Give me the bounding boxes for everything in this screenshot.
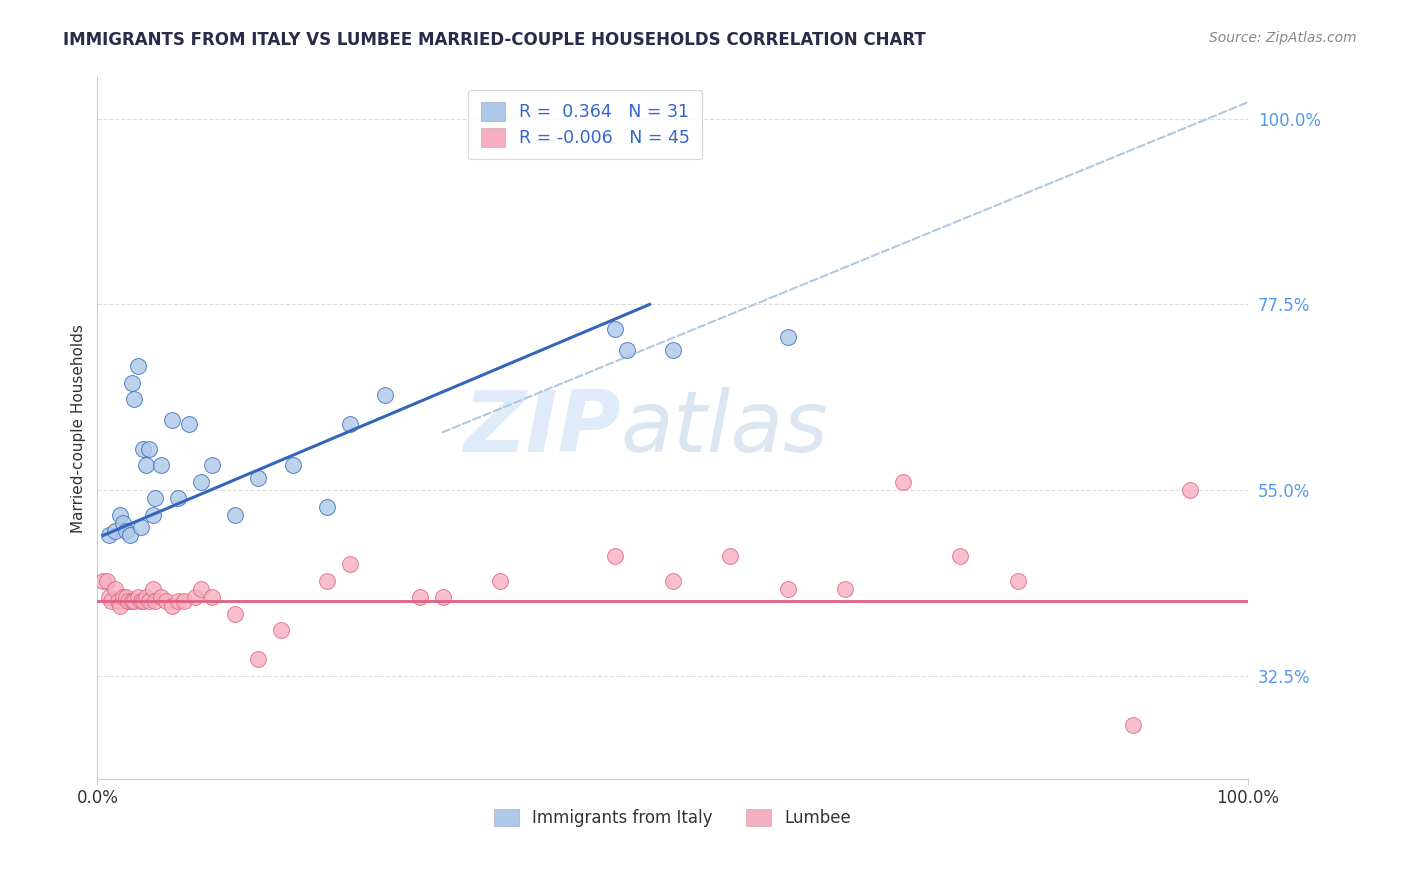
Point [115, 591, 138, 605]
Point [891, 475, 914, 489]
Point [247, 652, 270, 666]
Text: atlas: atlas [621, 386, 830, 470]
Point [138, 594, 160, 608]
Point [489, 574, 512, 588]
Point [149, 591, 172, 605]
Point [605, 322, 627, 336]
Point [97, 591, 120, 605]
Point [432, 591, 454, 605]
Point [129, 594, 152, 608]
Point [339, 558, 361, 572]
Point [160, 599, 183, 613]
Point [190, 475, 212, 489]
Point [224, 508, 246, 522]
Point [129, 520, 152, 534]
Point [142, 508, 165, 522]
Point [104, 582, 127, 596]
Point [100, 594, 122, 608]
Point [97, 528, 120, 542]
Point [121, 594, 143, 608]
Point [143, 594, 166, 608]
Point [201, 591, 224, 605]
Point [143, 491, 166, 506]
Point [339, 417, 361, 431]
Point [270, 624, 292, 638]
Y-axis label: Married-couple Households: Married-couple Households [72, 324, 86, 533]
Point [132, 442, 155, 456]
Point [616, 343, 638, 357]
Point [374, 388, 396, 402]
Point [201, 458, 224, 473]
Point [149, 458, 172, 473]
Point [91, 574, 114, 588]
Point [247, 471, 270, 485]
Point [776, 582, 799, 596]
Point [155, 594, 177, 608]
Point [118, 528, 141, 542]
Point [104, 524, 127, 539]
Point [1180, 483, 1202, 497]
Legend: Immigrants from Italy, Lumbee: Immigrants from Italy, Lumbee [488, 802, 858, 834]
Point [107, 594, 129, 608]
Point [776, 330, 799, 344]
Point [110, 599, 132, 613]
Point [224, 607, 246, 621]
Point [115, 524, 138, 539]
Point [605, 549, 627, 563]
Point [1122, 718, 1144, 732]
Text: IMMIGRANTS FROM ITALY VS LUMBEE MARRIED-COUPLE HOUSEHOLDS CORRELATION CHART: IMMIGRANTS FROM ITALY VS LUMBEE MARRIED-… [63, 31, 927, 49]
Point [132, 594, 155, 608]
Point [661, 343, 683, 357]
Point [142, 582, 165, 596]
Point [122, 392, 145, 407]
Point [949, 549, 972, 563]
Point [111, 591, 134, 605]
Text: Source: ZipAtlas.com: Source: ZipAtlas.com [1209, 31, 1357, 45]
Point [121, 376, 143, 390]
Point [117, 594, 139, 608]
Point [167, 594, 190, 608]
Point [173, 594, 195, 608]
Point [661, 574, 683, 588]
Point [408, 591, 430, 605]
Point [127, 591, 149, 605]
Point [135, 458, 157, 473]
Point [167, 491, 190, 506]
Point [96, 574, 118, 588]
Point [281, 458, 304, 473]
Point [110, 508, 132, 522]
Point [834, 582, 856, 596]
Point [122, 594, 145, 608]
Point [111, 516, 134, 530]
Point [316, 574, 339, 588]
Point [160, 413, 183, 427]
Point [1007, 574, 1029, 588]
Point [184, 591, 207, 605]
Point [135, 591, 157, 605]
Point [316, 500, 339, 514]
Point [179, 417, 201, 431]
Point [138, 442, 160, 456]
Point [718, 549, 741, 563]
Point [127, 359, 149, 374]
Text: ZIP: ZIP [463, 386, 621, 470]
Point [190, 582, 212, 596]
